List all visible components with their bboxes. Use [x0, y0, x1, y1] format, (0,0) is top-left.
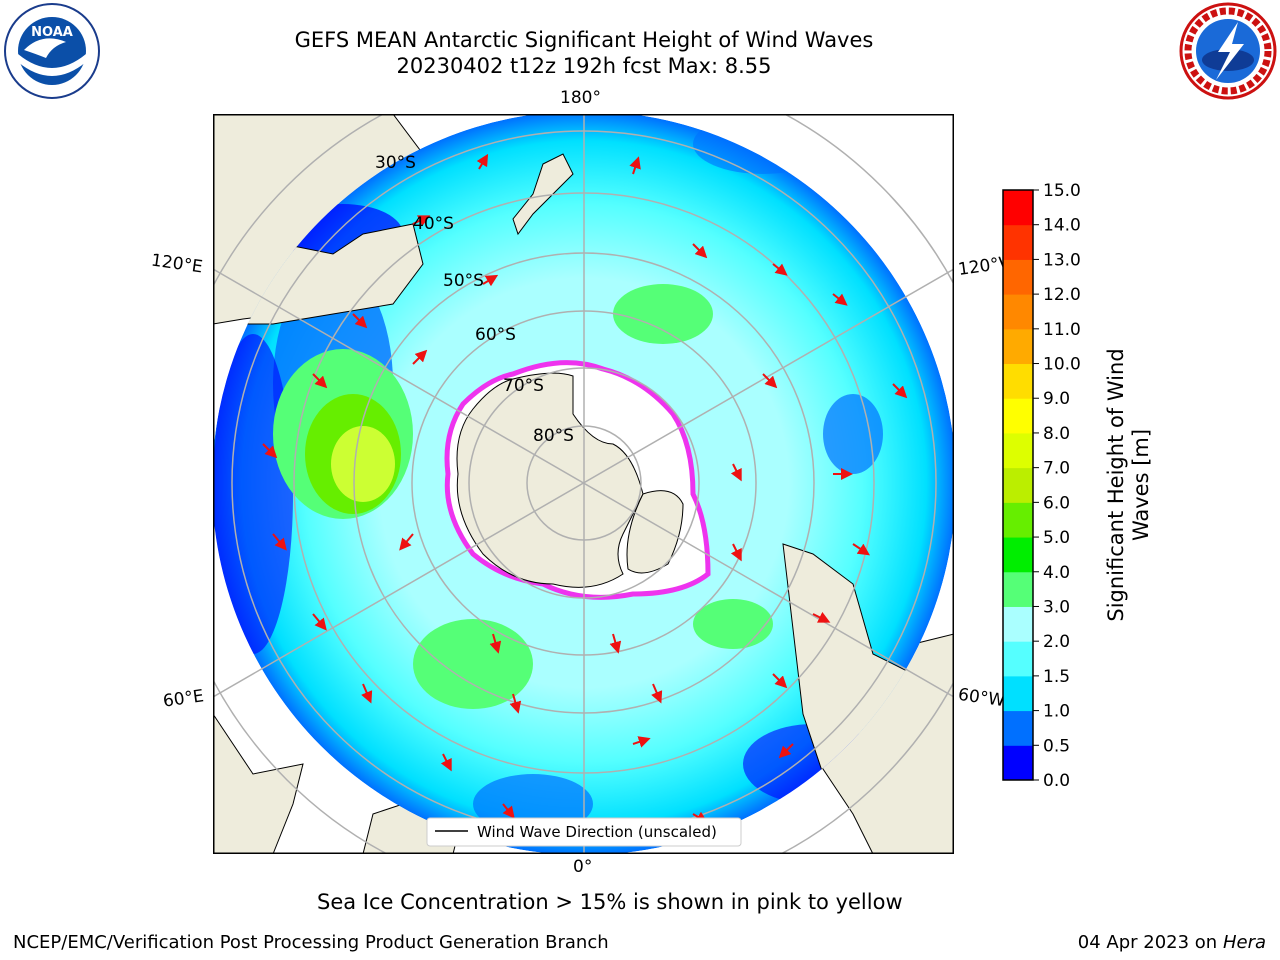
- colorbar-tick-label: 13.0: [1043, 250, 1081, 270]
- colorbar-segment: [1003, 363, 1033, 399]
- colorbar-tick-label: 8.0: [1043, 424, 1070, 444]
- wind-wave-arrows: [262, 153, 908, 824]
- colorbar-segment: [1003, 328, 1033, 365]
- colorbar-tick-label: 4.0: [1043, 563, 1070, 583]
- colorbar-tick-label: 10.0: [1043, 355, 1081, 375]
- lon-label-upper-left: 120°E: [149, 250, 204, 278]
- colorbar-segment: [1003, 537, 1033, 573]
- colorbar-segment: [1003, 745, 1033, 781]
- lat-label-60s: 60°S: [475, 325, 516, 345]
- map-legend: Wind Wave Direction (unscaled): [426, 817, 742, 847]
- footer-credit: NCEP/EMC/Verification Post Processing Pr…: [13, 932, 609, 953]
- legend-label: Wind Wave Direction (unscaled): [477, 823, 717, 841]
- colorbar-tick-label: 6.0: [1043, 493, 1070, 513]
- sea-ice-note: Sea Ice Concentration > 15% is shown in …: [317, 890, 903, 914]
- noaa-logo: NOAA: [4, 3, 100, 99]
- colorbar-segment: [1003, 259, 1033, 295]
- footer-date: 04 Apr 2023 on Hera: [1078, 932, 1266, 953]
- colorbar-segment: [1003, 502, 1033, 538]
- colorbar-tick-label: 0.5: [1043, 736, 1070, 756]
- colorbar-tick-label: 9.0: [1043, 389, 1070, 409]
- colorbar-tick-label: 7.0: [1043, 459, 1070, 479]
- colorbar-segment: [1003, 571, 1033, 607]
- colorbar-tick-label: 14.0: [1043, 216, 1081, 236]
- colorbar-segment: [1003, 190, 1033, 226]
- colorbar-segment: [1003, 294, 1033, 330]
- colorbar-ticks: 0.0 0.5 1.0 1.5 2.0 3.0 4.0 5.0 6.0 7.0 8.0 9.0 10.0…: [1033, 181, 1081, 790]
- colorbar-tick-label: 0.0: [1043, 771, 1070, 790]
- colorbar-tick-label: 11.0: [1043, 320, 1081, 340]
- lat-label-40s: 40°S: [413, 214, 454, 234]
- lon-label-top: 180°: [560, 88, 601, 108]
- colorbar-tick-label: 12.0: [1043, 285, 1081, 305]
- colorbar-segment: [1003, 641, 1033, 677]
- footer-date-text: 04 Apr 2023 on: [1077, 932, 1218, 953]
- lat-label-50s: 50°S: [443, 271, 484, 291]
- colorbar-segment: [1003, 710, 1033, 746]
- colorbar-segment: [1003, 606, 1033, 642]
- colorbar-label-line2: Waves [m]: [1129, 429, 1153, 541]
- colorbar-segment: [1003, 467, 1033, 503]
- colorbar-segment: [1003, 398, 1033, 434]
- lon-label-bottom: 0°: [573, 857, 593, 877]
- colorbar-label-line1: Significant Height of Wind: [1104, 348, 1128, 621]
- colorbar-segment: [1003, 675, 1033, 712]
- colorbar-tick-label: 3.0: [1043, 597, 1070, 617]
- latitude-labels: 30°S 40°S 50°S 60°S 70°S 80°S: [375, 153, 574, 446]
- colorbar-tick-label: 1.5: [1043, 667, 1070, 687]
- map-plot: 30°S 40°S 50°S 60°S 70°S 80°S Wind Wave …: [213, 114, 954, 854]
- svg-text:NOAA: NOAA: [31, 25, 73, 40]
- colorbar-segment: [1003, 432, 1033, 469]
- chart-title: GEFS MEAN Antarctic Significant Height o…: [294, 28, 874, 52]
- lat-label-80s: 80°S: [533, 426, 574, 446]
- colorbar-segments: [1003, 190, 1033, 781]
- national-weather-service-logo: [1179, 2, 1277, 100]
- lat-label-70s: 70°S: [503, 376, 544, 396]
- colorbar-tick-label: 5.0: [1043, 528, 1070, 548]
- colorbar-tick-label: 2.0: [1043, 632, 1070, 652]
- lat-label-30s: 30°S: [375, 153, 416, 173]
- colorbar-tick-label: 1.0: [1043, 702, 1070, 722]
- colorbar: 0.0 0.5 1.0 1.5 2.0 3.0 4.0 5.0 6.0 7.0 8.0 9.0 10.0…: [1002, 181, 1153, 790]
- lon-label-lower-left: 60°E: [161, 686, 206, 712]
- colorbar-tick-label: 15.0: [1043, 181, 1081, 201]
- footer-host: Hera: [1222, 932, 1266, 953]
- chart-subtitle: 20230402 t12z 192h fcst Max: 8.55: [396, 54, 772, 78]
- colorbar-segment: [1003, 224, 1033, 260]
